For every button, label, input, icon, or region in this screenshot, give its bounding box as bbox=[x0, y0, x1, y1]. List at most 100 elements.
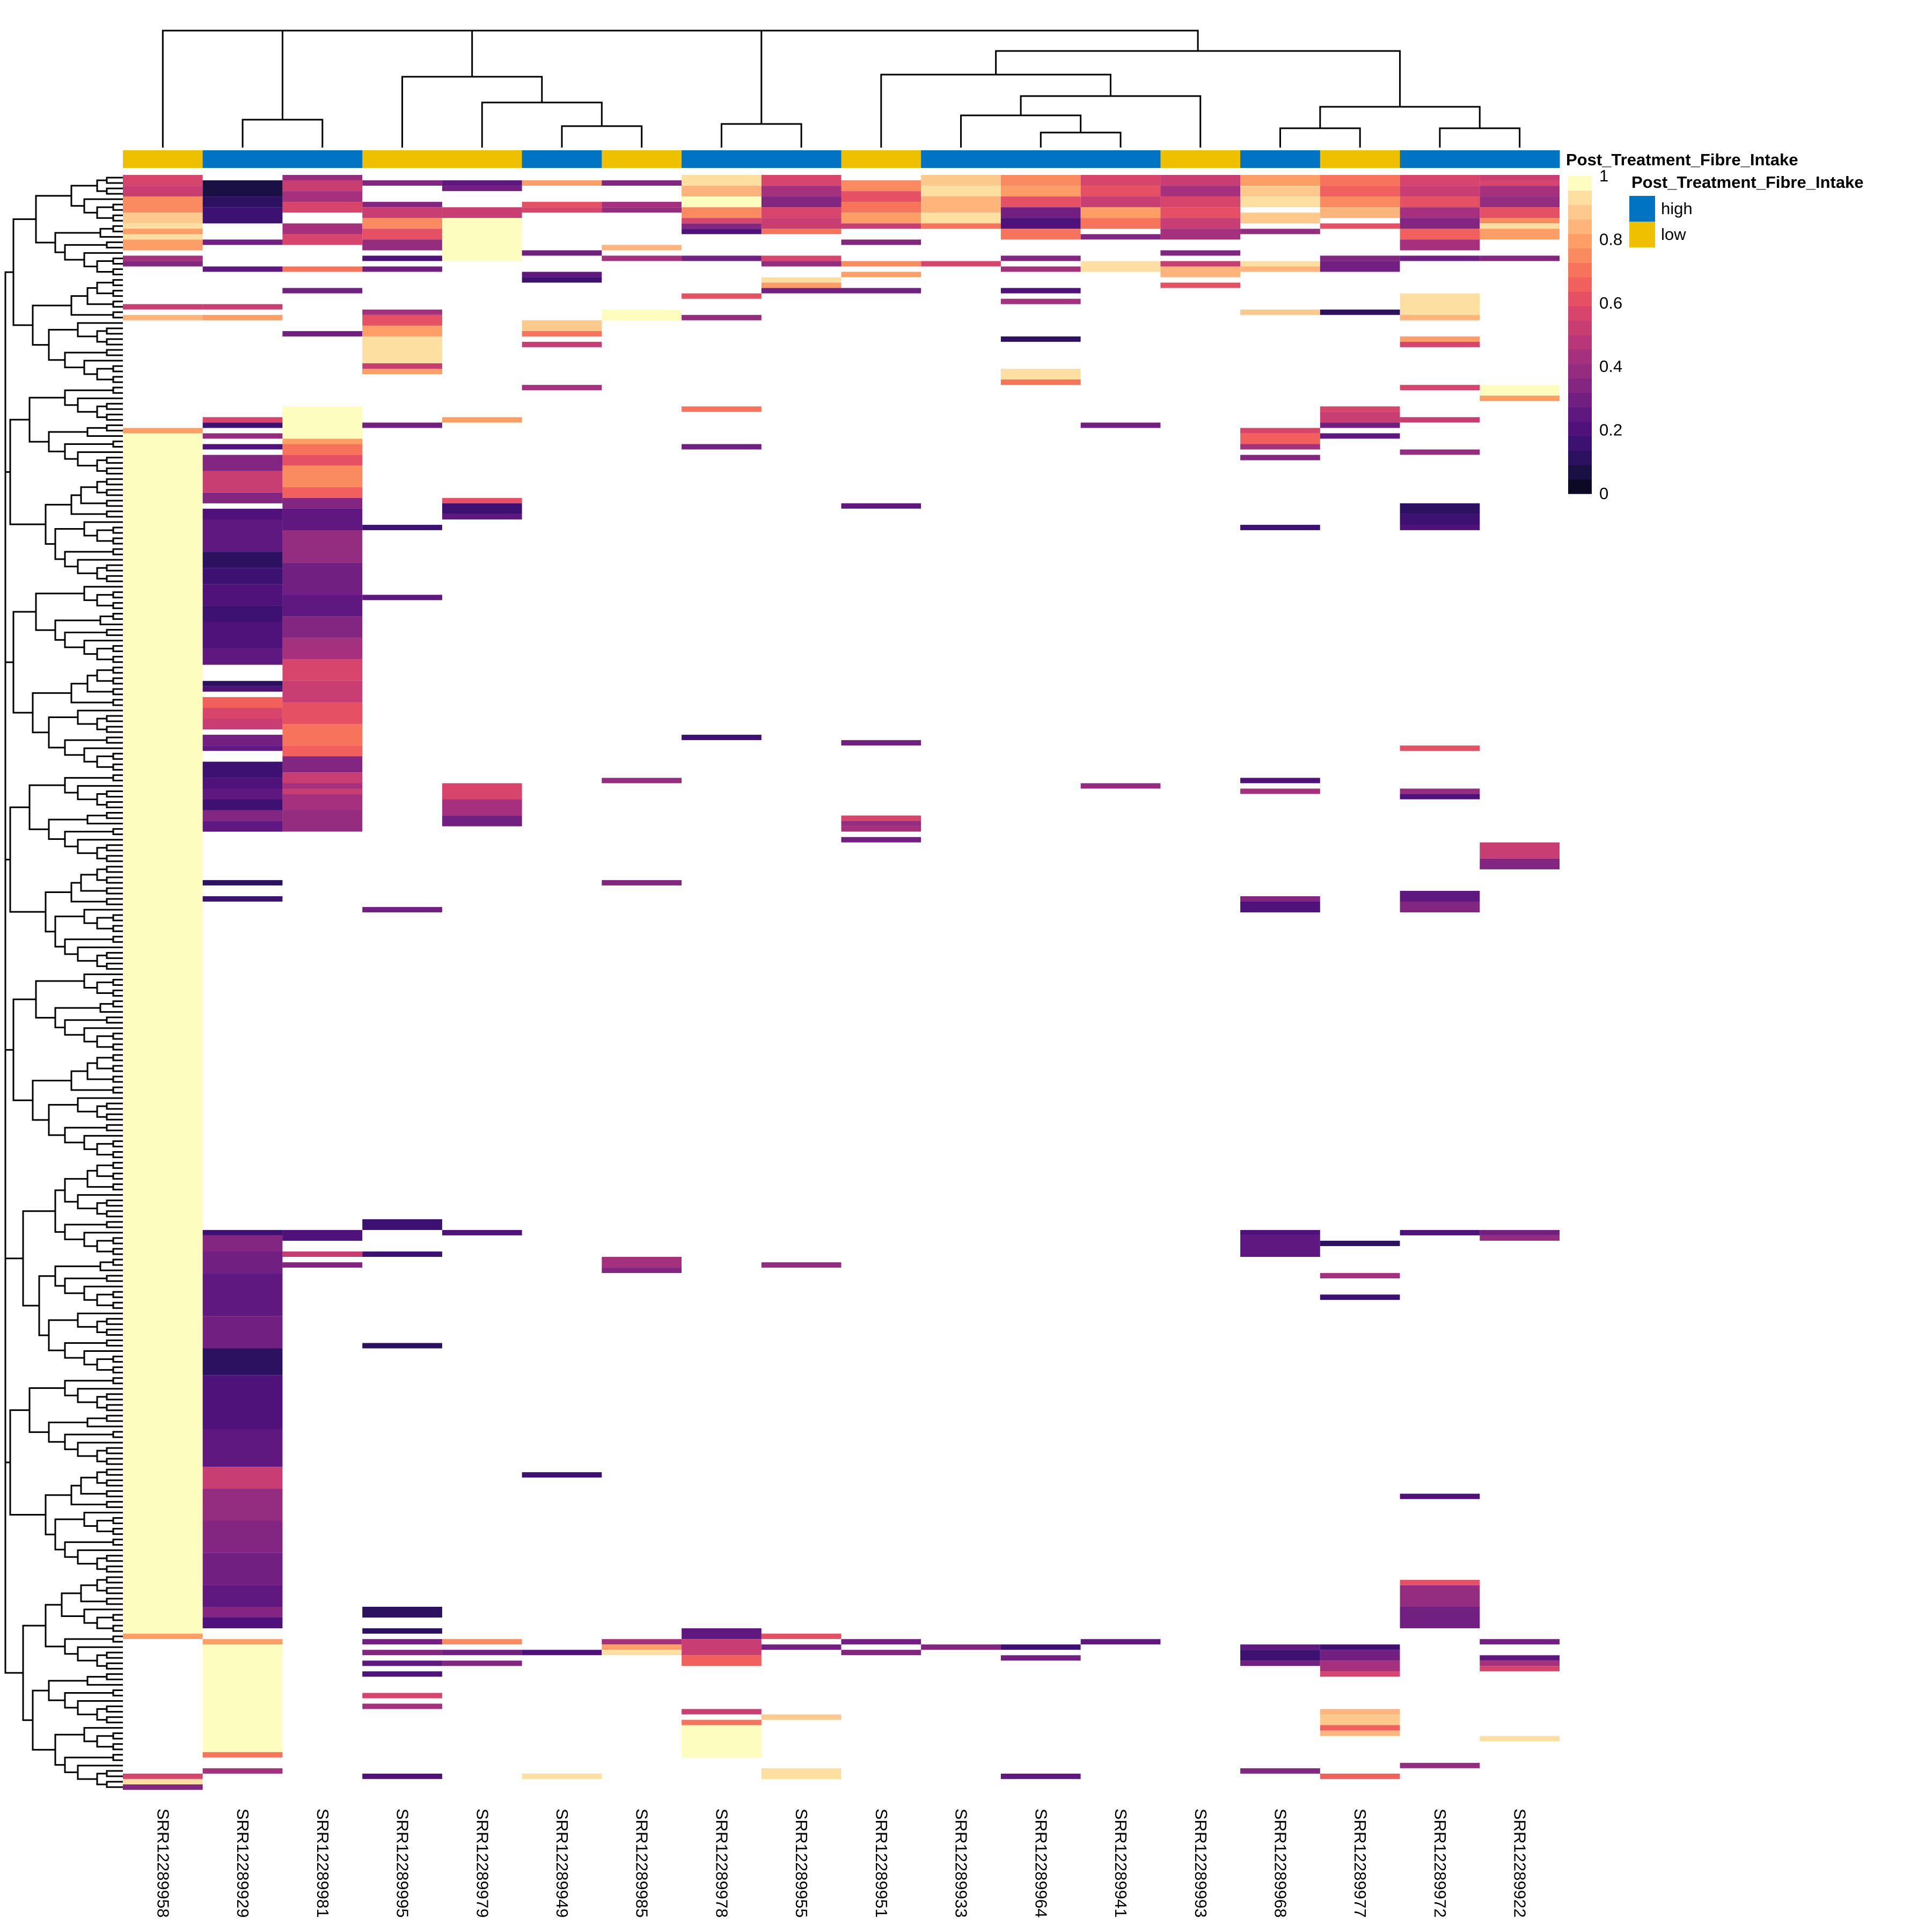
heatmap-cell bbox=[202, 1467, 283, 1489]
dendrogram-link bbox=[70, 494, 107, 515]
dendrogram-link bbox=[106, 962, 123, 970]
heatmap-cell bbox=[1240, 524, 1320, 530]
heatmap-cell bbox=[1000, 336, 1081, 342]
dendrogram-link bbox=[1020, 95, 1202, 148]
heatmap-cell bbox=[1160, 175, 1241, 186]
heatmap-cell bbox=[282, 202, 363, 213]
heatmap-cell bbox=[1160, 229, 1241, 240]
heatmap-cell bbox=[202, 708, 283, 719]
heatmap-cell bbox=[1480, 196, 1560, 208]
heatmap-cell bbox=[1160, 261, 1241, 267]
heatmap-cell bbox=[841, 1639, 921, 1645]
dendrogram-link bbox=[112, 677, 123, 685]
heatmap-cell bbox=[522, 207, 602, 213]
colorbar-tick-label: 1 bbox=[1599, 166, 1608, 185]
dendrogram-link bbox=[96, 1320, 107, 1333]
heatmap-cell bbox=[1160, 196, 1241, 208]
heatmap-cell bbox=[1320, 1273, 1400, 1279]
dendrogram-link bbox=[45, 503, 71, 545]
heatmap-cell bbox=[202, 180, 283, 197]
heatmap-cell bbox=[362, 266, 442, 272]
column-label: SRR12289951 bbox=[872, 1809, 891, 1918]
heatmap-cell bbox=[202, 1316, 283, 1349]
dendrogram-link bbox=[112, 763, 123, 771]
dendrogram-link bbox=[106, 736, 123, 744]
dendrogram-link bbox=[112, 990, 123, 997]
dendrogram-link bbox=[96, 594, 113, 606]
dendrogram-link bbox=[106, 241, 123, 248]
heatmap-cell bbox=[202, 621, 283, 649]
heatmap-cell bbox=[362, 1703, 442, 1709]
heatmap-cell bbox=[362, 595, 442, 601]
dendrogram-link bbox=[112, 365, 123, 372]
dendrogram-link bbox=[106, 1221, 123, 1228]
heatmap-cell bbox=[282, 497, 363, 509]
dendrogram-link bbox=[96, 1471, 107, 1484]
heatmap-cell bbox=[362, 202, 442, 208]
heatmap-cell bbox=[761, 1644, 841, 1650]
heatmap-cell bbox=[602, 255, 682, 261]
annotation-legend: Post_Treatment_Fibre_Intake high low bbox=[1629, 173, 1863, 247]
heatmap-cell bbox=[442, 799, 522, 816]
heatmap-cell bbox=[1240, 778, 1320, 784]
dendrogram-link bbox=[96, 481, 107, 494]
heatmap-cell bbox=[1000, 1644, 1081, 1650]
heatmap-cell bbox=[761, 229, 841, 235]
heatmap-cell bbox=[1480, 1736, 1560, 1741]
dendrogram-link bbox=[86, 1417, 123, 1428]
dendrogram-link bbox=[96, 1557, 107, 1570]
heatmap-cell bbox=[682, 1709, 762, 1715]
column-label: SRR12289949 bbox=[553, 1809, 572, 1918]
heatmap-cell bbox=[1000, 207, 1081, 218]
dendrogram-link bbox=[112, 268, 123, 276]
heatmap-cell bbox=[282, 659, 363, 681]
dendrogram-link bbox=[112, 1054, 123, 1062]
dendrogram-link bbox=[112, 1151, 123, 1158]
heatmap-cell bbox=[602, 1268, 682, 1274]
dendrogram-link bbox=[96, 405, 107, 418]
dendrogram-link bbox=[96, 718, 107, 730]
heatmap-cell bbox=[282, 406, 363, 439]
heatmap-cell bbox=[362, 325, 442, 336]
heatmap-cell bbox=[1320, 309, 1400, 315]
colorbar-swatch bbox=[1568, 190, 1592, 206]
dendrogram-link bbox=[112, 1624, 123, 1632]
heatmap-cell bbox=[123, 428, 203, 1634]
heatmap-cell bbox=[202, 648, 283, 665]
dendrogram-link bbox=[112, 548, 123, 555]
heatmap-cell bbox=[1160, 186, 1241, 197]
heatmap-cell bbox=[761, 1768, 841, 1779]
heatmap-cell bbox=[1320, 186, 1400, 197]
heatmap-cell bbox=[202, 1252, 283, 1274]
heatmap-cell bbox=[282, 234, 363, 245]
heatmap-cell bbox=[202, 196, 283, 208]
heatmap-cell bbox=[282, 595, 363, 617]
heatmap-cell bbox=[202, 568, 283, 584]
dendrogram-link bbox=[96, 330, 107, 343]
dendrogram-link bbox=[106, 855, 123, 862]
column-label: SRR12289972 bbox=[1431, 1809, 1450, 1918]
dendrogram-link bbox=[106, 1587, 123, 1594]
heatmap-cell bbox=[1320, 261, 1400, 267]
heatmap-cell bbox=[1000, 255, 1081, 261]
dendrogram-link bbox=[106, 844, 123, 852]
annotation-cell-high bbox=[1080, 150, 1161, 168]
heatmap-cell bbox=[1240, 186, 1320, 197]
heatmap-cell bbox=[1480, 858, 1560, 869]
heatmap-cell bbox=[202, 519, 283, 552]
dendrogram-link bbox=[106, 1415, 123, 1422]
column-label: SRR12289981 bbox=[313, 1809, 332, 1918]
heatmap-cell bbox=[761, 186, 841, 197]
heatmap-cell bbox=[1320, 1671, 1400, 1677]
dendrogram-link bbox=[112, 667, 123, 674]
dendrogram-link bbox=[80, 486, 107, 504]
dendrogram-link bbox=[112, 1635, 123, 1643]
heatmap-cell bbox=[282, 562, 363, 595]
heatmap-cell bbox=[1320, 175, 1400, 186]
heatmap-cell bbox=[921, 196, 1001, 213]
heatmap-cell bbox=[123, 213, 203, 224]
dendrogram-link bbox=[96, 669, 113, 682]
heatmap-cell bbox=[921, 186, 1001, 197]
heatmap-cell bbox=[282, 724, 363, 746]
heatmap-cell bbox=[1400, 794, 1480, 800]
